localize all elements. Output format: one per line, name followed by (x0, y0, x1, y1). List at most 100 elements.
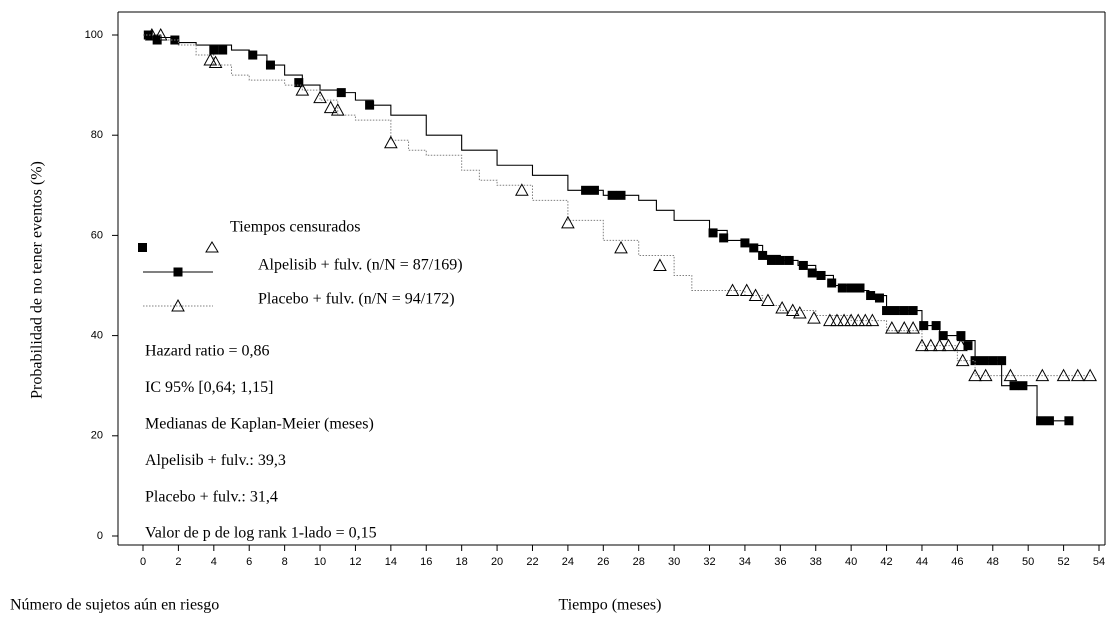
y-tick-label: 80 (91, 129, 103, 141)
x-tick-label: 10 (314, 556, 326, 568)
x-tick-label: 28 (633, 556, 645, 568)
x-tick-label: 8 (282, 556, 288, 568)
censor-mark (515, 183, 529, 196)
legend-marker (173, 267, 183, 277)
censor-mark (614, 240, 628, 254)
censor-mark (1070, 368, 1085, 382)
censor-mark (1035, 368, 1050, 382)
censor-mark (248, 50, 258, 60)
censor-mark (882, 306, 892, 316)
censor-mark (708, 228, 718, 238)
censor-mark (955, 353, 970, 367)
legend-label: Alpelisib + fulv. (n/N = 87/169) (258, 257, 463, 274)
censor-mark (906, 321, 920, 334)
censor-mark (766, 255, 776, 265)
censor-mark (1083, 368, 1097, 382)
censor-mark (970, 356, 980, 366)
censor-mark (758, 250, 768, 260)
censor-mark (941, 338, 956, 352)
y-axis-label: Probabilidad de no tener eventos (%) (29, 161, 46, 399)
censor-mark (740, 238, 750, 248)
censor-mark (827, 278, 837, 288)
x-tick-label: 48 (987, 556, 999, 568)
x-tick-label: 4 (211, 556, 217, 568)
censor-mark (203, 53, 218, 66)
x-tick-label: 38 (810, 556, 822, 568)
y-tick-label: 100 (85, 29, 103, 41)
censor-mark (336, 88, 346, 98)
x-tick-label: 32 (703, 556, 715, 568)
censor-mark (1009, 381, 1019, 391)
censor-mark (956, 331, 966, 341)
censor-mark (209, 45, 219, 55)
censor-mark (775, 255, 785, 265)
censor-mark (792, 306, 807, 319)
censor-mark (866, 291, 876, 301)
x-tick-label: 54 (1093, 556, 1105, 568)
x-tick-label: 22 (526, 556, 538, 568)
censor-mark (874, 293, 884, 303)
censor-mark (807, 311, 821, 324)
censor-mark (963, 341, 973, 351)
legend-label: Placebo + fulv. (n/N = 94/172) (258, 291, 455, 308)
censor-mark (725, 283, 740, 297)
censor-mark (607, 190, 617, 200)
annotation: Alpelisib + fulv.: 39,3 (145, 452, 286, 469)
x-tick-label: 50 (1022, 556, 1034, 568)
censor-mark (313, 90, 327, 104)
y-tick-label: 20 (91, 430, 103, 442)
censor-mark (365, 100, 375, 110)
censor-mark (265, 60, 275, 70)
x-tick-label: 46 (951, 556, 963, 568)
censor-mark (784, 255, 794, 265)
censor-mark (323, 100, 338, 114)
annotation: Valor de p de log rank 1-lado = 0,15 (145, 525, 377, 542)
censor-mark (581, 185, 591, 195)
censor-mark (295, 83, 310, 96)
censor-mark (899, 306, 909, 316)
censor-mark (798, 260, 808, 270)
censor-mark (988, 356, 998, 366)
censor-mark (837, 313, 851, 327)
x-tick-label: 24 (562, 556, 574, 568)
censor-mark (719, 233, 729, 243)
risk-label: Número de sujetos aún en riesgo (10, 597, 219, 614)
censor-mark (1036, 416, 1046, 426)
censor-mark (1064, 416, 1074, 426)
censor-mark (979, 356, 989, 366)
x-tick-label: 12 (349, 556, 361, 568)
censor-mark (739, 283, 754, 297)
censor-mark (816, 270, 826, 280)
x-tick-label: 2 (175, 556, 181, 568)
x-tick-label: 40 (845, 556, 857, 568)
censor-mark (968, 368, 982, 382)
censor-mark (830, 313, 844, 327)
censor-mark (761, 293, 775, 307)
censor-mark (923, 338, 938, 352)
annotation: IC 95% [0,64; 1,15] (145, 379, 273, 396)
censor-mark (858, 313, 873, 327)
x-axis-label: Tiempo (meses) (559, 597, 662, 614)
legend-censor-square (138, 243, 147, 252)
censor-mark (330, 103, 345, 116)
censor-mark (785, 303, 800, 317)
x-tick-label: 34 (739, 556, 751, 568)
censor-mark (823, 313, 837, 327)
censor-mark (844, 313, 858, 327)
censor-mark (931, 321, 941, 331)
censor-mark (294, 78, 304, 88)
x-tick-label: 18 (456, 556, 468, 568)
censor-mark (653, 258, 667, 271)
censor-mark (865, 313, 880, 327)
y-tick-label: 40 (91, 330, 103, 342)
censor-mark (908, 306, 918, 316)
censor-mark (855, 283, 865, 293)
x-tick-label: 14 (385, 556, 397, 568)
censor-mark (890, 306, 900, 316)
x-tick-label: 44 (916, 556, 928, 568)
censor-mark (208, 55, 223, 69)
x-tick-label: 6 (246, 556, 252, 568)
x-tick-label: 0 (140, 556, 146, 568)
censor-mark (561, 215, 575, 229)
annotation: Hazard ratio = 0,86 (145, 343, 270, 360)
